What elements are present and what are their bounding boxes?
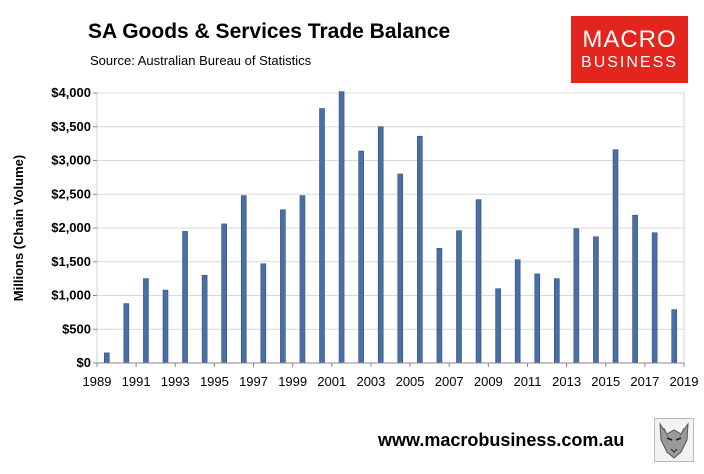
x-tick-label: 2013: [552, 374, 581, 389]
bar: [260, 263, 267, 364]
website-url: www.macrobusiness.com.au: [378, 430, 625, 450]
bar: [240, 195, 247, 364]
bar: [593, 236, 599, 364]
x-tick-label: 1997: [239, 374, 268, 389]
x-tick-label: 2011: [513, 374, 541, 389]
bar: [495, 288, 501, 364]
bar: [280, 209, 286, 364]
logo-line-1: MACRO: [582, 26, 677, 53]
x-tick-label: 2003: [356, 374, 385, 389]
bar: [632, 214, 638, 364]
chart-source: Source: Australian Bureau of Statistics: [90, 53, 312, 68]
y-tick-label: $500: [62, 321, 91, 336]
bar: [319, 108, 325, 364]
y-tick-label: $0: [77, 355, 91, 370]
bar: [417, 135, 423, 364]
bar: [123, 303, 130, 364]
x-tick-label: 1991: [122, 374, 151, 389]
bar: [514, 259, 521, 364]
bar: [182, 231, 188, 364]
x-tick-label: 2007: [435, 374, 464, 389]
bar: [377, 126, 384, 364]
y-tick-label: $2,000: [51, 220, 91, 235]
x-tick-label: 2015: [591, 374, 620, 389]
bar: [299, 195, 306, 364]
bar: [338, 91, 345, 364]
bar: [103, 352, 110, 364]
bar: [534, 273, 541, 364]
x-tick-label: 1995: [200, 374, 229, 389]
y-tick-label: $1,500: [51, 254, 91, 269]
logo-line-2: BUSINESS: [581, 54, 678, 71]
y-axis-label: Millions (Chain Volume): [11, 155, 26, 301]
bar: [143, 278, 149, 364]
bar: [671, 309, 678, 364]
x-tick-label: 2017: [630, 374, 659, 389]
x-tick-label: 1993: [161, 374, 190, 389]
y-tick-label: $2,500: [51, 186, 91, 201]
bar: [397, 173, 404, 364]
x-tick-label: 2019: [670, 374, 699, 389]
x-tick-label: 2001: [317, 374, 346, 389]
y-tick-label: $3,500: [51, 119, 91, 134]
x-tick-label: 2009: [474, 374, 503, 389]
bar: [436, 247, 443, 364]
bar: [221, 223, 227, 364]
bar: [612, 149, 619, 364]
x-tick-label: 1989: [83, 374, 112, 389]
chart-title: SA Goods & Services Trade Balance: [88, 20, 451, 43]
x-tick-label: 1999: [278, 374, 307, 389]
bar: [554, 278, 560, 364]
bar: [201, 274, 208, 364]
y-tick-label: $1,000: [51, 288, 91, 303]
bar: [358, 150, 364, 364]
y-tick-label: $4,000: [51, 85, 91, 100]
y-tick-label: $3,000: [51, 153, 91, 168]
bar: [475, 199, 482, 364]
bar: [651, 232, 658, 364]
x-tick-label: 2005: [396, 374, 425, 389]
bar: [162, 289, 169, 364]
wolf-icon: [654, 418, 694, 462]
bar: [573, 228, 580, 364]
macrobusiness-logo: MACRO BUSINESS: [571, 16, 688, 83]
bar: [456, 230, 462, 364]
